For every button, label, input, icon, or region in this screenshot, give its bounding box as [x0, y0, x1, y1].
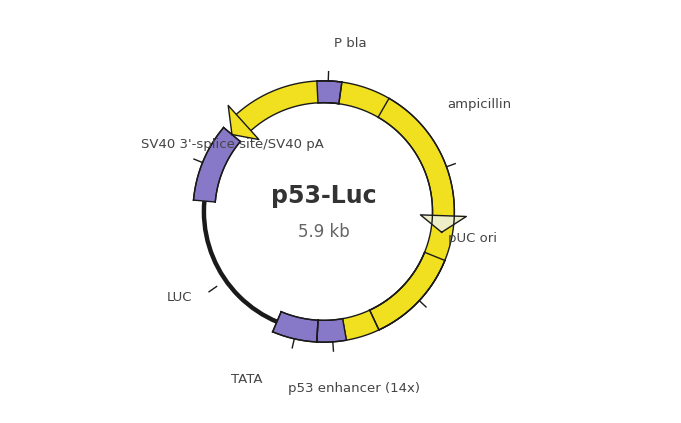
Text: pUC ori: pUC ori [447, 232, 496, 245]
Polygon shape [317, 319, 347, 342]
Text: p53-Luc: p53-Luc [271, 184, 377, 208]
Polygon shape [228, 105, 259, 140]
Text: P bla: P bla [334, 37, 367, 50]
Text: TATA: TATA [232, 373, 263, 386]
Text: p53 enhancer (14x): p53 enhancer (14x) [288, 382, 420, 395]
Polygon shape [317, 81, 342, 104]
Polygon shape [272, 312, 318, 342]
Text: LUC: LUC [167, 291, 193, 304]
Polygon shape [378, 98, 454, 216]
Polygon shape [236, 81, 454, 340]
Polygon shape [317, 81, 342, 104]
Polygon shape [193, 127, 240, 202]
Polygon shape [193, 127, 240, 202]
Text: 5.9 kb: 5.9 kb [298, 222, 349, 241]
Polygon shape [317, 319, 347, 342]
Polygon shape [370, 252, 445, 330]
Polygon shape [272, 312, 318, 342]
Polygon shape [420, 215, 466, 232]
Polygon shape [370, 252, 445, 330]
Text: ampicillin: ampicillin [447, 98, 512, 111]
Text: SV40 3'-splice site/SV40 pA: SV40 3'-splice site/SV40 pA [141, 138, 323, 151]
